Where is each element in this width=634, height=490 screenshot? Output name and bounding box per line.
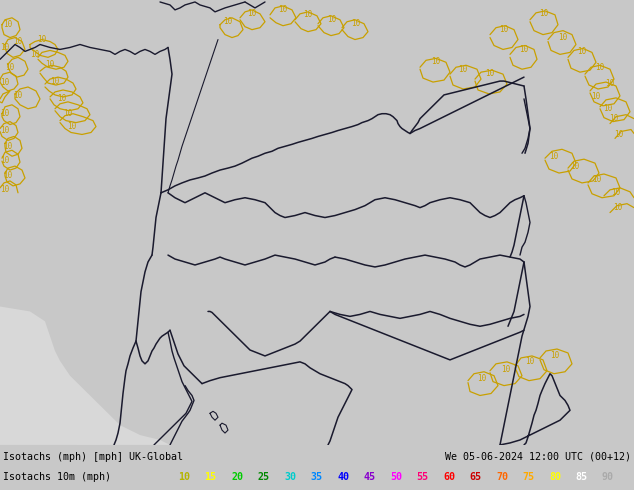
Text: 10: 10 (571, 162, 579, 171)
Text: 80: 80 (549, 472, 561, 482)
Text: 10: 10 (595, 63, 605, 72)
Text: 10: 10 (3, 20, 13, 29)
Text: 10: 10 (46, 60, 55, 69)
Text: 10: 10 (30, 50, 39, 59)
Text: 10: 10 (327, 15, 337, 24)
Text: 35: 35 (311, 472, 323, 482)
Text: 10: 10 (611, 188, 621, 197)
Text: Isotachs (mph) [mph] UK-Global: Isotachs (mph) [mph] UK-Global (3, 452, 183, 462)
Text: 10: 10 (351, 19, 361, 28)
Text: We 05-06-2024 12:00 UTC (00+12): We 05-06-2024 12:00 UTC (00+12) (445, 452, 631, 462)
Text: 40: 40 (337, 472, 349, 482)
Text: 10: 10 (1, 156, 10, 165)
Text: 10: 10 (550, 152, 559, 161)
Text: 85: 85 (576, 472, 588, 482)
Text: 10: 10 (67, 122, 77, 131)
Polygon shape (0, 307, 170, 445)
Text: 10: 10 (37, 35, 47, 44)
Text: 10: 10 (304, 10, 313, 19)
Text: 10: 10 (486, 69, 495, 77)
Text: 10: 10 (477, 374, 487, 383)
Text: 10: 10 (431, 57, 441, 66)
Text: 10: 10 (540, 9, 548, 18)
Text: 10: 10 (63, 109, 73, 118)
Polygon shape (0, 386, 100, 445)
Text: 10: 10 (5, 63, 15, 72)
Text: 10: 10 (609, 114, 619, 123)
Text: 10: 10 (550, 351, 560, 361)
Text: 10: 10 (1, 77, 10, 87)
Text: 10: 10 (526, 357, 534, 367)
Text: 10: 10 (592, 93, 600, 101)
Text: 10: 10 (223, 17, 233, 26)
Text: 10: 10 (604, 104, 612, 113)
Text: 10: 10 (613, 203, 623, 212)
Text: 10: 10 (13, 92, 23, 100)
Text: Isotachs 10m (mph): Isotachs 10m (mph) (3, 472, 111, 482)
Text: 10: 10 (1, 43, 10, 52)
Text: 45: 45 (363, 472, 375, 482)
Text: 75: 75 (522, 472, 534, 482)
Text: 90: 90 (602, 472, 614, 482)
Text: 10: 10 (3, 142, 13, 151)
Text: 10: 10 (605, 78, 614, 88)
Text: 20: 20 (231, 472, 243, 482)
Text: 30: 30 (284, 472, 296, 482)
Text: 10: 10 (519, 45, 529, 54)
Text: 10: 10 (3, 172, 13, 180)
Text: 10: 10 (501, 365, 510, 374)
Text: 10: 10 (57, 95, 67, 103)
Text: 10: 10 (1, 109, 10, 118)
Text: 10: 10 (614, 130, 624, 139)
Text: 10: 10 (13, 37, 23, 46)
Text: 10: 10 (458, 65, 468, 74)
Text: 10: 10 (500, 25, 508, 34)
Text: 10: 10 (592, 175, 602, 184)
Text: 10: 10 (178, 472, 190, 482)
Text: 10: 10 (578, 47, 586, 56)
Text: 10: 10 (1, 185, 10, 195)
Text: 15: 15 (205, 472, 216, 482)
Text: 10: 10 (1, 126, 10, 135)
Text: 60: 60 (443, 472, 455, 482)
Text: 10: 10 (247, 9, 257, 18)
Text: 10: 10 (50, 76, 60, 86)
Text: 55: 55 (417, 472, 429, 482)
Text: 25: 25 (257, 472, 269, 482)
Text: 70: 70 (496, 472, 508, 482)
Text: 10: 10 (278, 5, 288, 14)
Text: 50: 50 (390, 472, 402, 482)
Text: 65: 65 (470, 472, 481, 482)
Text: 10: 10 (559, 33, 567, 42)
